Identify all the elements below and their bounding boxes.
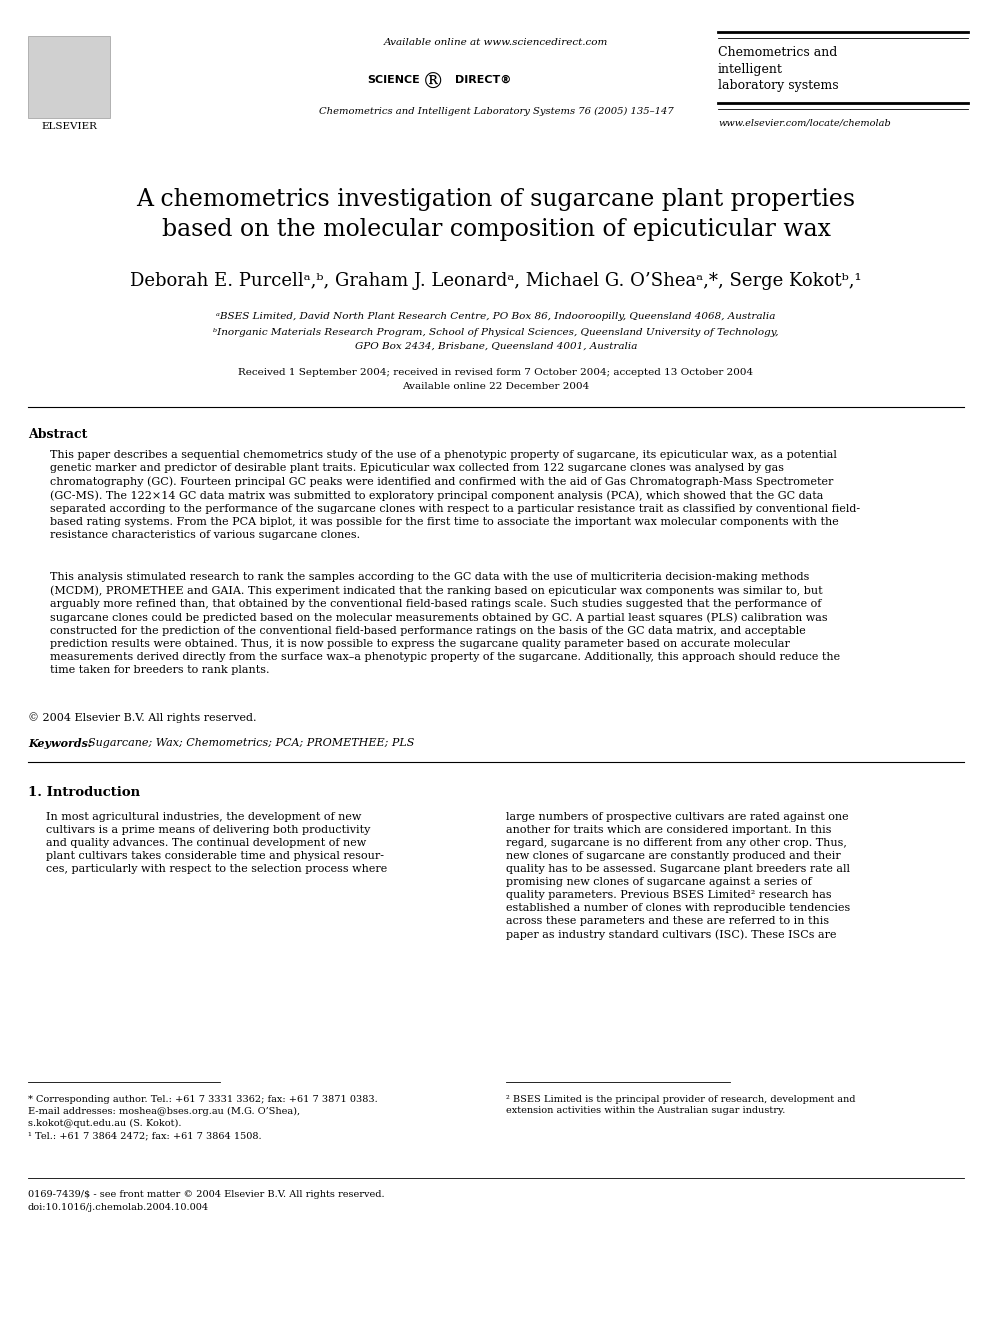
Text: Keywords:: Keywords: (28, 738, 92, 749)
Text: ² BSES Limited is the principal provider of research, development and
extension : ² BSES Limited is the principal provider… (506, 1095, 855, 1115)
Text: ®: ® (422, 71, 444, 94)
Text: based on the molecular composition of epicuticular wax: based on the molecular composition of ep… (162, 218, 830, 241)
Text: large numbers of prospective cultivars are rated against one
another for traits : large numbers of prospective cultivars a… (506, 812, 850, 941)
Text: E-mail addresses: moshea@bses.org.au (M.G. O’Shea),: E-mail addresses: moshea@bses.org.au (M.… (28, 1107, 301, 1117)
Text: Chemometrics and
intelligent
laboratory systems: Chemometrics and intelligent laboratory … (718, 46, 838, 93)
Text: * Corresponding author. Tel.: +61 7 3331 3362; fax: +61 7 3871 0383.: * Corresponding author. Tel.: +61 7 3331… (28, 1095, 378, 1103)
Text: This analysis stimulated research to rank the samples according to the GC data w: This analysis stimulated research to ran… (50, 572, 840, 675)
Text: ᵃBSES Limited, David North Plant Research Centre, PO Box 86, Indooroopilly, Quee: ᵃBSES Limited, David North Plant Researc… (216, 312, 776, 321)
Text: 0169-7439/$ - see front matter © 2004 Elsevier B.V. All rights reserved.: 0169-7439/$ - see front matter © 2004 El… (28, 1189, 385, 1199)
Text: s.kokot@qut.edu.au (S. Kokot).: s.kokot@qut.edu.au (S. Kokot). (28, 1119, 182, 1129)
Bar (28, 36, 110, 118)
Text: 1. Introduction: 1. Introduction (28, 786, 140, 799)
Text: Received 1 September 2004; received in revised form 7 October 2004; accepted 13 : Received 1 September 2004; received in r… (238, 368, 754, 377)
Text: doi:10.1016/j.chemolab.2004.10.004: doi:10.1016/j.chemolab.2004.10.004 (28, 1203, 209, 1212)
Text: Sugarcane; Wax; Chemometrics; PCA; PROMETHEE; PLS: Sugarcane; Wax; Chemometrics; PCA; PROME… (88, 738, 415, 747)
Text: In most agricultural industries, the development of new
cultivars is a prime mea: In most agricultural industries, the dev… (46, 812, 387, 875)
Text: ¹ Tel.: +61 7 3864 2472; fax: +61 7 3864 1508.: ¹ Tel.: +61 7 3864 2472; fax: +61 7 3864… (28, 1131, 262, 1140)
Text: Deborah E. Purcellᵃ,ᵇ, Graham J. Leonardᵃ, Michael G. O’Sheaᵃ,*, Serge Kokotᵇ,¹: Deborah E. Purcellᵃ,ᵇ, Graham J. Leonard… (130, 273, 862, 290)
Text: Available online 22 December 2004: Available online 22 December 2004 (403, 382, 589, 392)
Text: Abstract: Abstract (28, 429, 87, 441)
Text: www.elsevier.com/locate/chemolab: www.elsevier.com/locate/chemolab (718, 118, 891, 127)
Text: SCIENCE: SCIENCE (367, 75, 420, 85)
Text: ELSEVIER: ELSEVIER (41, 122, 97, 131)
Text: Chemometrics and Intelligent Laboratory Systems 76 (2005) 135–147: Chemometrics and Intelligent Laboratory … (318, 107, 674, 116)
Text: DIRECT®: DIRECT® (455, 75, 511, 85)
Text: Available online at www.sciencedirect.com: Available online at www.sciencedirect.co… (384, 38, 608, 48)
Text: ᵇInorganic Materials Research Program, School of Physical Sciences, Queensland U: ᵇInorganic Materials Research Program, S… (213, 328, 779, 337)
Text: © 2004 Elsevier B.V. All rights reserved.: © 2004 Elsevier B.V. All rights reserved… (28, 712, 257, 722)
Text: GPO Box 2434, Brisbane, Queensland 4001, Australia: GPO Box 2434, Brisbane, Queensland 4001,… (355, 343, 637, 351)
Text: This paper describes a sequential chemometrics study of the use of a phenotypic : This paper describes a sequential chemom… (50, 450, 860, 540)
Text: A chemometrics investigation of sugarcane plant properties: A chemometrics investigation of sugarcan… (137, 188, 855, 210)
